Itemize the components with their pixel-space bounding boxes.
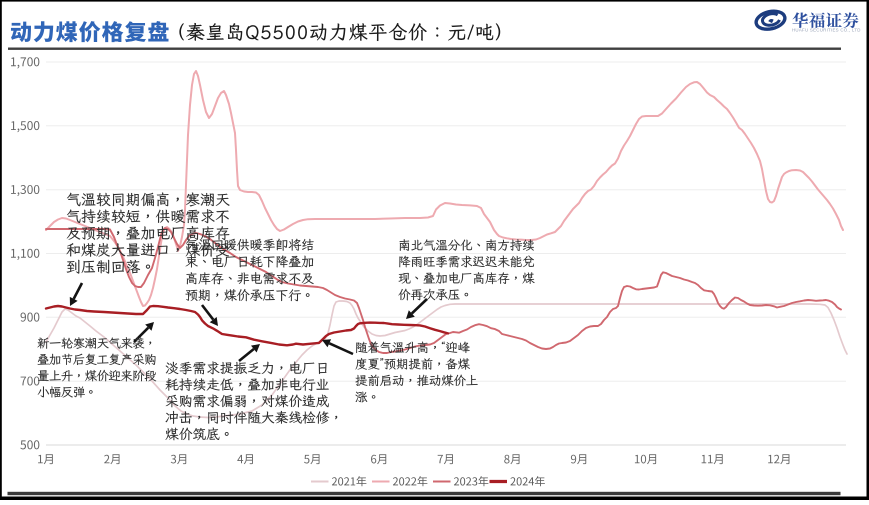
- svg-text:HUAFU SECURITIES CO., LTD: HUAFU SECURITIES CO., LTD: [792, 28, 861, 33]
